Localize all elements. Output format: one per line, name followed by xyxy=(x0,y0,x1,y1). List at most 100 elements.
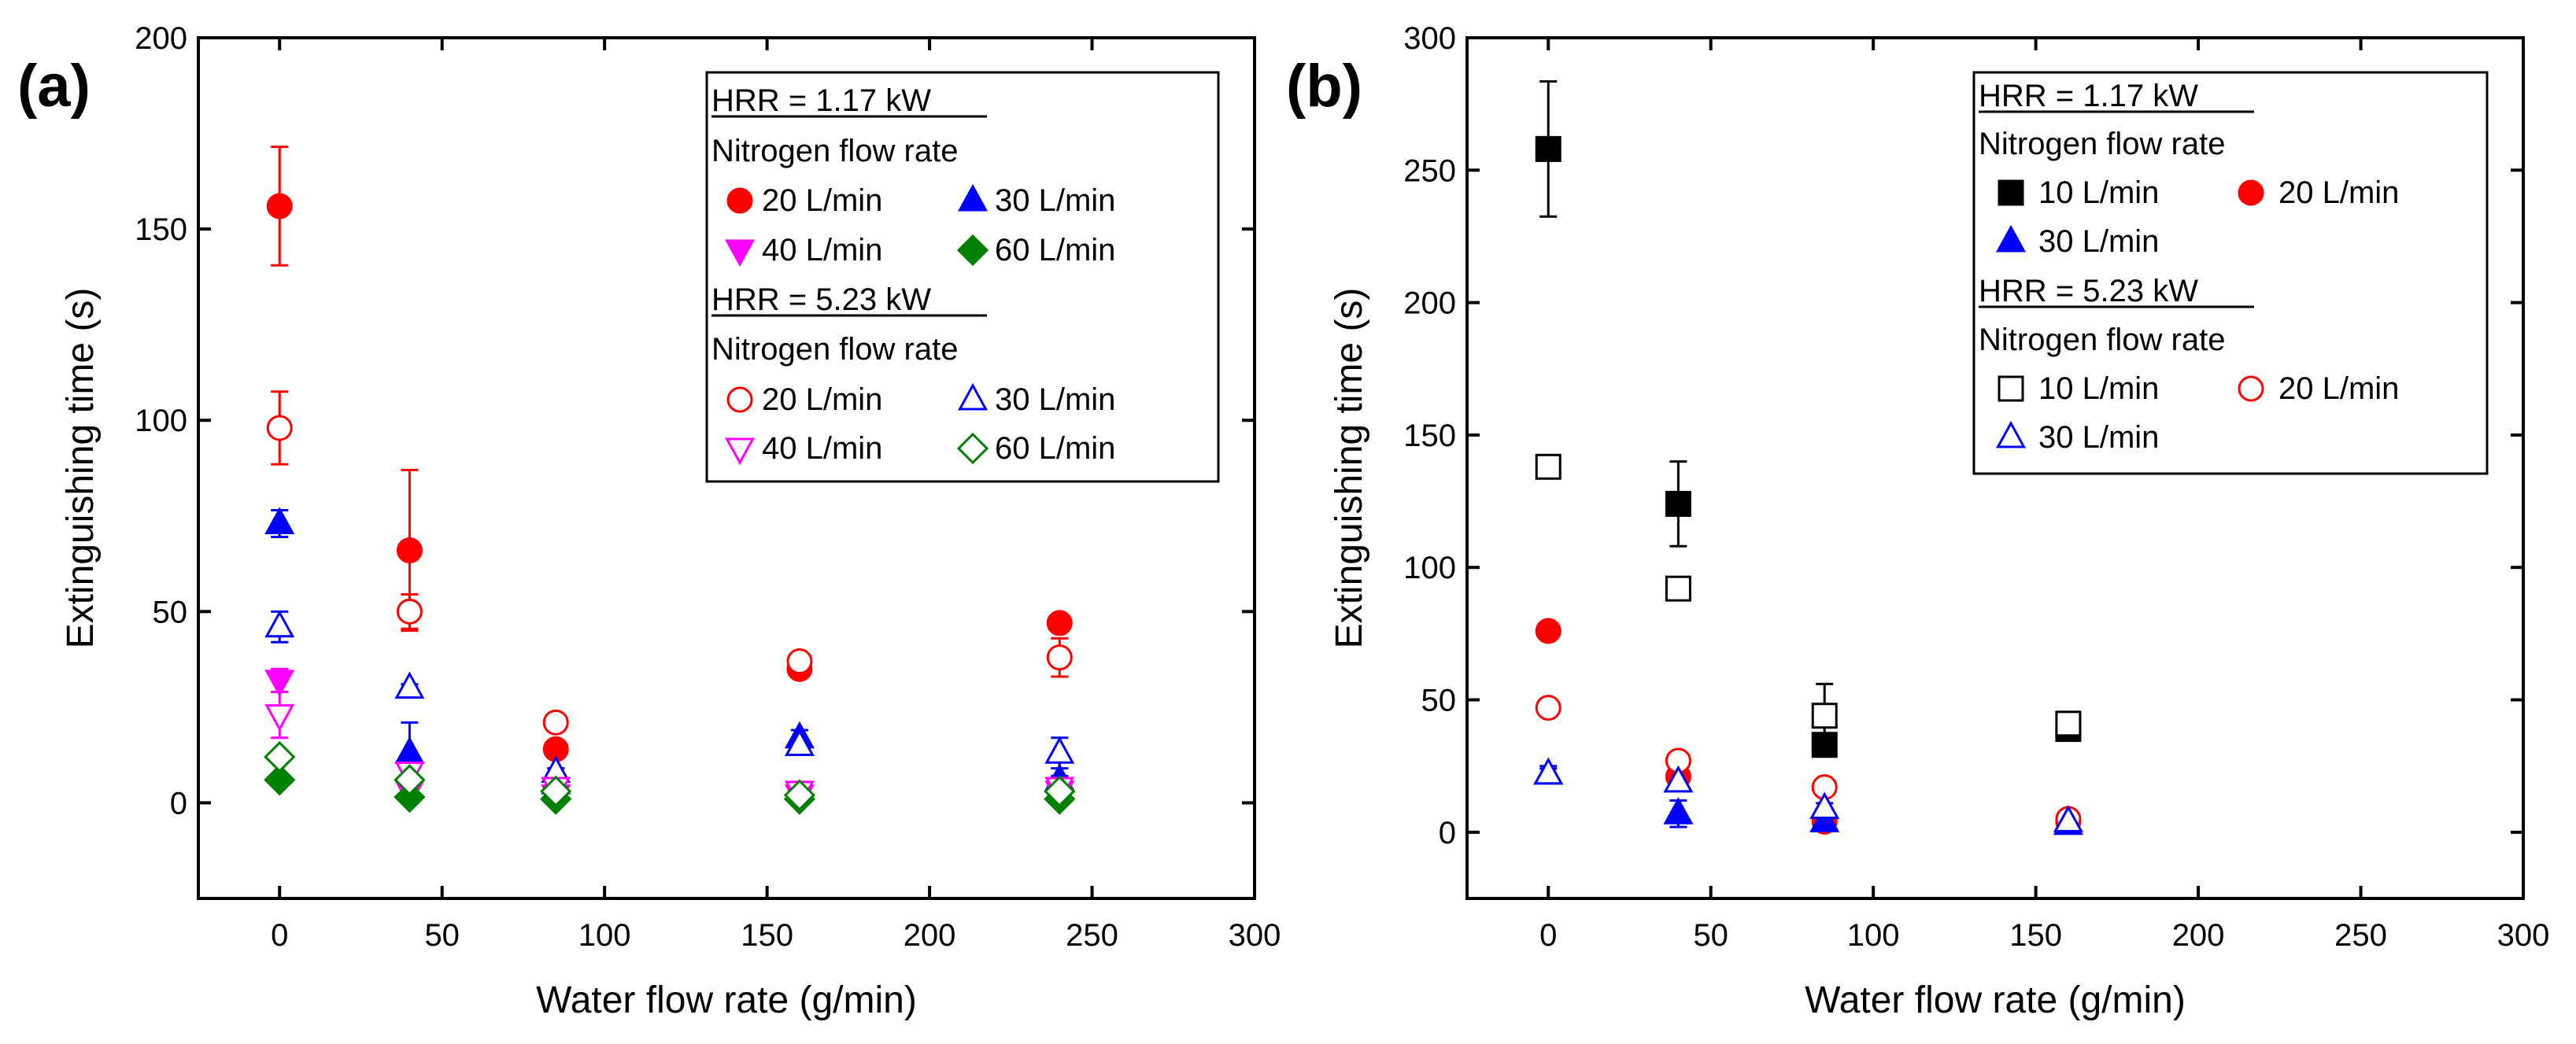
data-point xyxy=(1809,791,1840,820)
panel-b-legend-group1-title: HRR = 1.17 kW xyxy=(1979,79,2198,113)
data-point xyxy=(1809,805,1840,832)
panel-b-legend-box xyxy=(1972,71,2489,475)
y-tick-label: 100 xyxy=(135,404,187,438)
data-point xyxy=(266,415,293,441)
panel-b-markers xyxy=(1533,135,2083,836)
data-point xyxy=(1811,732,1838,758)
data-point xyxy=(783,779,816,811)
legend-marker xyxy=(2238,179,2264,206)
data-point xyxy=(1044,775,1076,807)
legend-marker xyxy=(957,183,989,212)
data-point xyxy=(396,598,423,625)
data-point xyxy=(394,736,425,764)
legend-marker xyxy=(1998,375,2024,402)
panel-b-legend: HRR = 1.17 kW Nitrogen flow rate 10 L/mi… xyxy=(1972,71,2489,475)
data-point xyxy=(2055,710,2082,737)
y-tick-label: 0 xyxy=(170,786,187,821)
data-point xyxy=(394,764,426,796)
data-point xyxy=(1535,695,1561,721)
data-point xyxy=(266,193,293,219)
legend-marker xyxy=(957,382,989,411)
panel-a-legend-label-s4: 20 L/min xyxy=(762,382,882,417)
data-point xyxy=(1811,703,1838,729)
data-point xyxy=(1046,610,1073,636)
x-tick-label: 250 xyxy=(2334,918,2387,953)
y-tick-label: 50 xyxy=(1421,684,1457,718)
panel-a-legend-group1-title: HRR = 1.17 kW xyxy=(711,83,931,118)
y-tick-label: 150 xyxy=(1403,419,1456,453)
y-tick-label: 50 xyxy=(153,595,188,629)
data-point xyxy=(1665,575,1691,602)
data-point xyxy=(264,670,295,697)
y-tick-label: 200 xyxy=(1403,286,1456,321)
y-tick-label: 300 xyxy=(1403,21,1456,56)
x-tick-label: 250 xyxy=(1066,918,1118,953)
panel-b-y-axis-label: Extinguishing time (s) xyxy=(1329,288,1370,649)
legend-marker xyxy=(1998,179,2024,206)
panel-b-legend-label-s2: 30 L/min xyxy=(2038,224,2159,259)
panel-a-legend-group2-subtitle: Nitrogen flow rate xyxy=(711,332,958,367)
panel-a-legend-label-s7: 60 L/min xyxy=(995,431,1115,466)
panel-a-markers xyxy=(264,193,1076,815)
data-point xyxy=(264,740,296,773)
panel-a-legend-label-s3: 60 L/min xyxy=(995,233,1115,267)
panel-b-ticks: 0 50 100 150 200 250 300 0 50 100 150 200 250 300 xyxy=(1403,21,2549,953)
panel-a-y-axis-label: Extinguishing time (s) xyxy=(60,288,102,649)
data-point xyxy=(1046,644,1073,671)
data-point xyxy=(1535,135,1561,162)
panel-a-legend-label-s2: 40 L/min xyxy=(762,233,882,267)
data-point xyxy=(786,648,813,675)
panel-b-legend-label-s0: 10 L/min xyxy=(2038,175,2159,210)
x-tick-label: 200 xyxy=(904,918,956,953)
data-point xyxy=(1535,453,1561,480)
data-point xyxy=(1663,765,1694,793)
panel-b-legend-label-s5: 30 L/min xyxy=(2038,420,2159,455)
y-tick-label: 0 xyxy=(1439,816,1456,850)
legend-marker xyxy=(2238,375,2264,402)
data-point xyxy=(1535,618,1561,644)
legend-marker xyxy=(724,239,756,267)
data-point xyxy=(394,671,425,699)
data-point xyxy=(396,537,423,564)
x-tick-label: 50 xyxy=(424,918,460,953)
data-point xyxy=(1663,797,1694,825)
legend-marker xyxy=(726,187,753,214)
y-tick-label: 250 xyxy=(1403,153,1456,188)
x-tick-label: 150 xyxy=(2009,918,2062,953)
data-point xyxy=(264,704,295,732)
y-tick-label: 150 xyxy=(135,212,187,247)
x-tick-label: 0 xyxy=(1539,918,1557,953)
x-tick-label: 300 xyxy=(2497,918,2550,953)
y-tick-label: 200 xyxy=(135,21,187,56)
panel-a-legend-label-s1: 30 L/min xyxy=(995,183,1115,218)
data-point xyxy=(1044,736,1075,764)
panel-a-legend-label-s0: 20 L/min xyxy=(762,183,882,218)
panel-b-legend-label-s1: 20 L/min xyxy=(2278,175,2399,210)
panel-b-x-axis-label: Water flow rate (g/min) xyxy=(1805,979,2186,1021)
legend-marker xyxy=(956,234,989,267)
panel-a-legend-group2-title: HRR = 5.23 kW xyxy=(711,282,931,317)
legend-marker xyxy=(1995,420,2027,448)
data-point xyxy=(264,507,295,535)
legend-marker xyxy=(724,437,756,466)
x-tick-label: 100 xyxy=(1847,918,1900,953)
panel-b-legend-group1-subtitle: Nitrogen flow rate xyxy=(1979,127,2225,161)
legend-marker xyxy=(726,386,753,413)
data-point xyxy=(264,764,296,796)
panel-b-plot-frame xyxy=(1465,36,2525,900)
x-tick-label: 150 xyxy=(741,918,793,953)
panel-a-label: (a) xyxy=(17,53,91,120)
panel-b-legend-label-s4: 20 L/min xyxy=(2278,371,2399,406)
panel-a-legend-group1-subtitle: Nitrogen flow rate xyxy=(711,134,958,168)
y-tick-label: 100 xyxy=(1403,551,1456,585)
panel-b-legend-group2-title: HRR = 5.23 kW xyxy=(1979,274,2198,308)
panel-b-legend-label-s3: 10 L/min xyxy=(2038,371,2159,406)
data-point xyxy=(1533,757,1564,785)
data-point xyxy=(2053,805,2083,832)
x-tick-label: 100 xyxy=(578,918,631,953)
legend-marker xyxy=(956,432,989,465)
panel-a-plot-frame xyxy=(197,36,1256,900)
data-point xyxy=(264,610,295,638)
data-point xyxy=(542,709,569,736)
